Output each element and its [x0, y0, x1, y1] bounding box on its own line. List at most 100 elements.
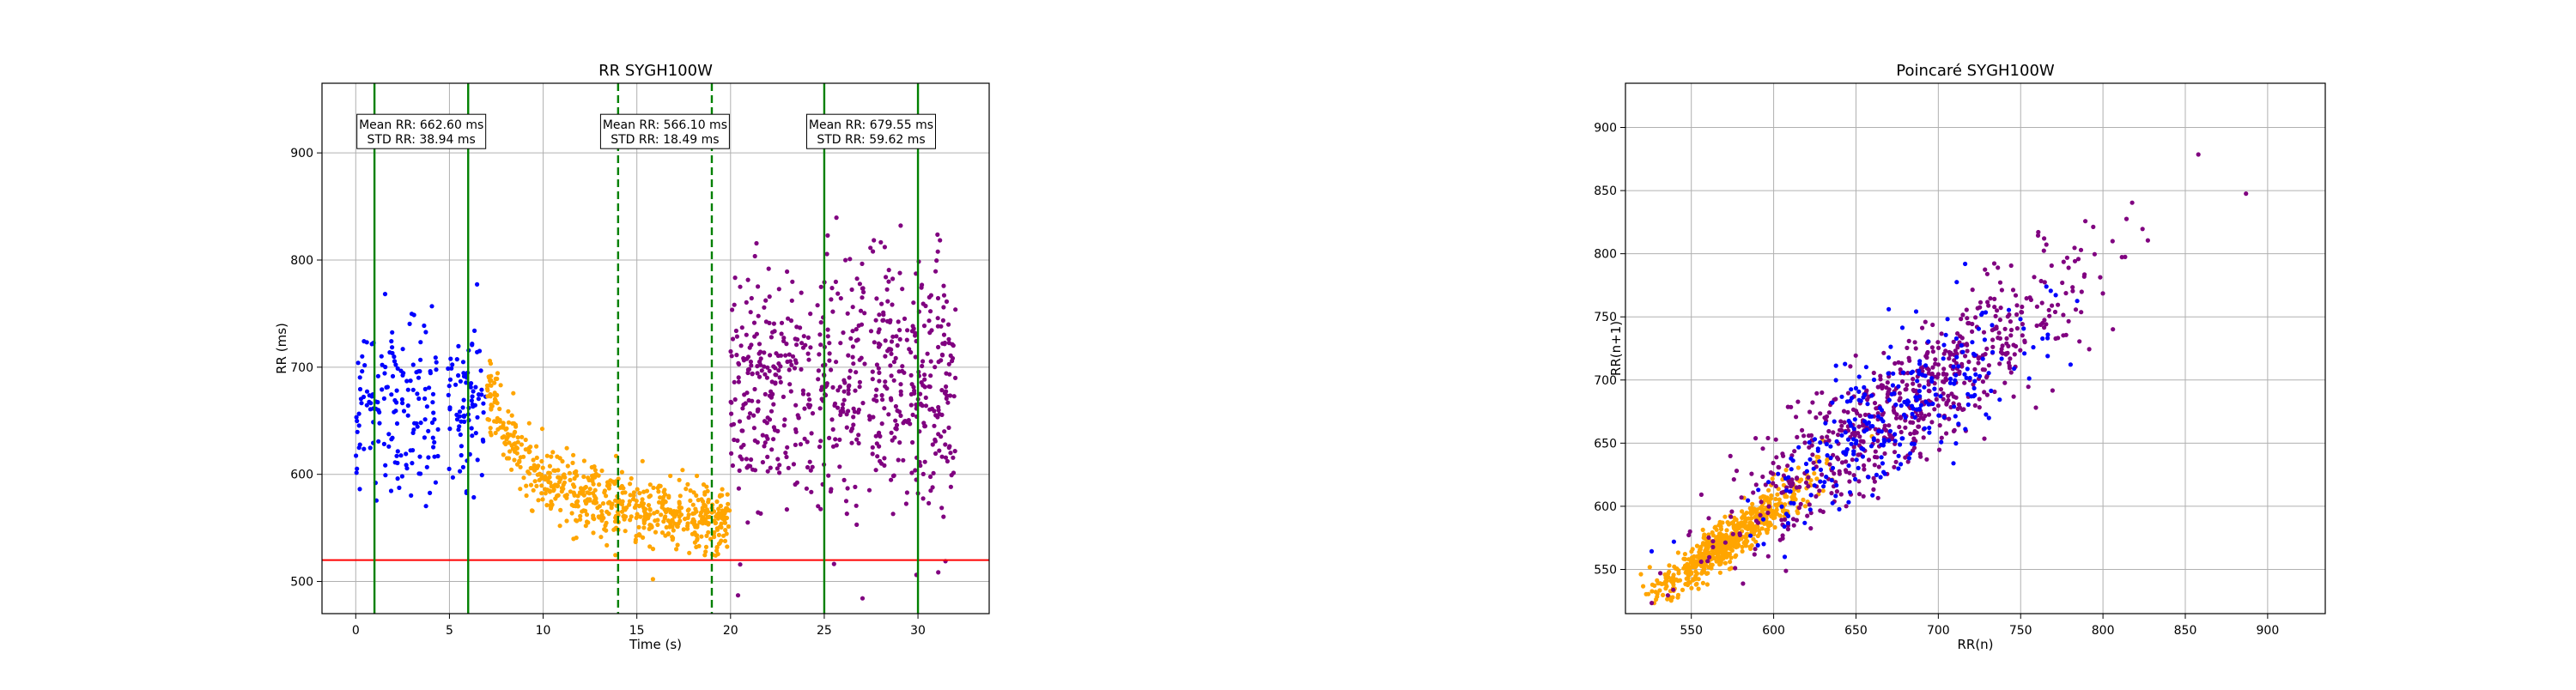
- rr-data-point: [454, 357, 459, 362]
- poincare-data-point: [1770, 476, 1775, 481]
- rr-data-point: [492, 419, 497, 424]
- rr-data-point: [893, 355, 898, 360]
- poincare-x-tick-label: 650: [1844, 624, 1868, 638]
- rr-data-point: [446, 392, 451, 397]
- poincare-data-point: [1736, 542, 1741, 548]
- rr-data-point: [663, 533, 668, 538]
- rr-data-point: [833, 437, 838, 442]
- rr-data-point: [435, 427, 440, 432]
- poincare-data-point: [1880, 419, 1886, 424]
- poincare-data-point: [1984, 412, 1989, 417]
- poincare-data-point: [1866, 420, 1871, 425]
- rr-data-point: [553, 483, 558, 488]
- rr-data-point: [448, 356, 453, 361]
- poincare-data-point: [1871, 436, 1876, 441]
- poincare-data-point: [1915, 378, 1920, 384]
- rr-data-point: [945, 458, 950, 464]
- rr-chart-title: RR SYGH100W: [598, 62, 713, 80]
- rr-data-point: [417, 454, 422, 459]
- poincare-data-point: [1833, 396, 1838, 402]
- rr-data-point: [495, 376, 500, 381]
- rr-data-point: [755, 371, 760, 376]
- poincare-data-point: [1826, 428, 1832, 434]
- poincare-data-point: [1951, 401, 1956, 406]
- rr-data-point: [501, 452, 506, 457]
- rr-data-point: [877, 312, 882, 318]
- poincare-data-point: [1845, 409, 1850, 415]
- rr-data-point: [701, 482, 707, 487]
- rr-data-point: [890, 334, 896, 339]
- rr-data-point: [750, 398, 755, 403]
- poincare-data-point: [1954, 354, 1959, 360]
- rr-data-point: [586, 477, 592, 483]
- poincare-data-point: [1889, 434, 1894, 440]
- rr-data-point: [509, 413, 514, 418]
- poincare-data-point: [2008, 370, 2014, 375]
- rr-data-point: [519, 442, 525, 447]
- poincare-data-point: [1820, 472, 1825, 477]
- poincare-plot-frame: [1625, 82, 2326, 614]
- rr-data-point: [703, 544, 709, 550]
- poincare-data-point: [1792, 449, 1797, 454]
- rr-data-point: [854, 327, 859, 332]
- rr-data-point: [827, 351, 832, 356]
- poincare-data-point: [1688, 570, 1694, 575]
- poincare-data-point: [2018, 317, 2023, 322]
- rr-data-point: [475, 349, 480, 354]
- rr-data-point: [574, 518, 579, 523]
- poincare-data-point: [1876, 464, 1881, 469]
- poincare-data-point: [1864, 427, 1869, 433]
- poincare-data-point: [1886, 371, 1891, 376]
- poincare-data-point: [1722, 560, 1728, 566]
- rr-data-point: [908, 402, 914, 408]
- rr-data-point: [518, 464, 523, 469]
- poincare-data-point: [1947, 352, 1953, 357]
- poincare-data-point: [1756, 487, 1761, 493]
- poincare-data-point: [1856, 424, 1862, 429]
- poincare-data-point: [1728, 536, 1734, 542]
- rr-data-point: [946, 336, 951, 342]
- rr-data-point: [848, 257, 853, 262]
- rr-data-point: [748, 310, 753, 315]
- poincare-data-point: [1807, 457, 1813, 462]
- poincare-data-point: [1953, 414, 1958, 419]
- poincare-data-point: [1774, 507, 1779, 512]
- rr-data-point: [891, 473, 896, 478]
- poincare-data-point: [1801, 433, 1807, 439]
- poincare-data-point: [1923, 363, 1929, 368]
- poincare-data-point: [2098, 275, 2103, 280]
- rr-data-point: [873, 468, 878, 473]
- poincare-data-point: [1805, 513, 1810, 518]
- rr-data-point: [427, 385, 432, 390]
- poincare-data-point: [1929, 345, 1935, 350]
- poincare-data-point: [1851, 473, 1856, 478]
- rr-data-point: [941, 514, 946, 519]
- poincare-data-point: [1874, 455, 1880, 460]
- rr-data-point: [620, 499, 625, 504]
- poincare-y-tick-label: 850: [1594, 185, 1617, 198]
- rr-data-point: [952, 449, 957, 454]
- poincare-data-point: [1844, 459, 1849, 464]
- poincare-data-point: [1821, 484, 1826, 489]
- rr-y-tick-label: 500: [290, 576, 313, 590]
- rr-data-point: [781, 423, 787, 428]
- rr-data-point: [838, 296, 843, 301]
- poincare-y-tick-label: 800: [1594, 248, 1617, 262]
- rr-y-axis-label: RR (ms): [274, 323, 289, 374]
- poincare-data-point: [1665, 593, 1670, 598]
- rr-data-point: [804, 486, 810, 491]
- poincare-data-point: [1955, 331, 1960, 336]
- rr-data-point: [935, 232, 940, 237]
- rr-data-point: [756, 374, 762, 379]
- rr-data-point: [784, 342, 789, 347]
- poincare-data-point: [1731, 477, 1736, 482]
- poincare-data-point: [1766, 480, 1771, 485]
- rr-data-point: [389, 392, 394, 397]
- poincare-data-point: [1881, 437, 1886, 442]
- rr-data-point: [470, 433, 475, 439]
- poincare-chart: 550 600 650 700 750 800 850 9005506006507007508…: [1594, 62, 2326, 652]
- rr-data-point: [394, 453, 399, 458]
- rr-data-point: [944, 371, 949, 376]
- rr-data-point: [766, 266, 771, 271]
- poincare-data-point: [1941, 379, 1947, 384]
